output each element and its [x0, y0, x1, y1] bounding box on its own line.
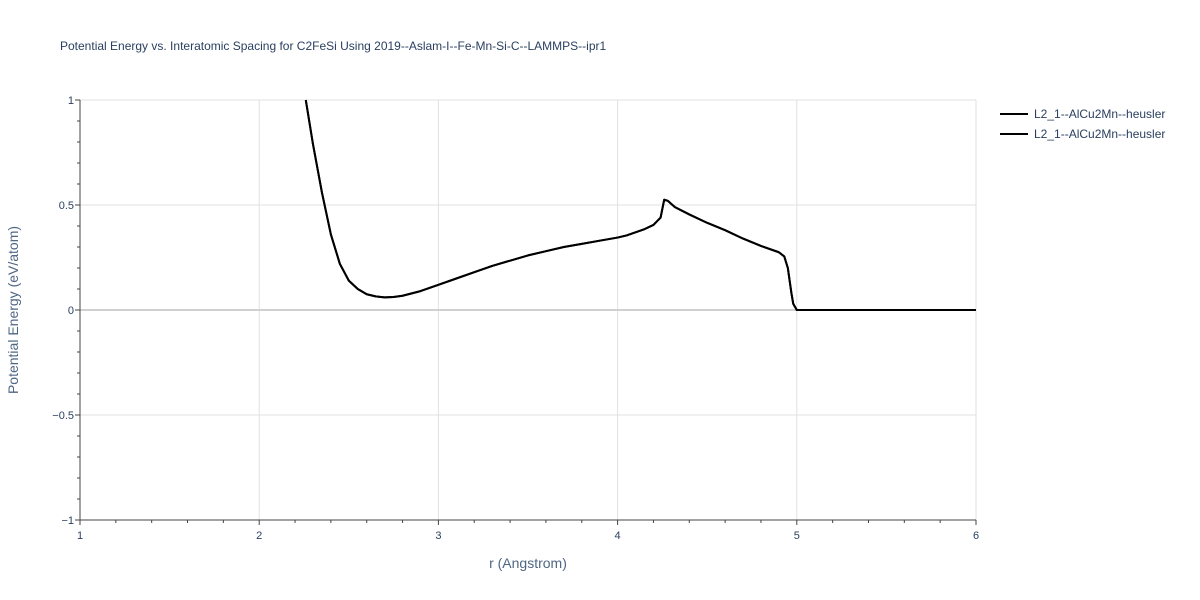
x-tick-label: 5 [794, 530, 800, 542]
x-tick-label: 1 [77, 530, 83, 542]
chart-title: Potential Energy vs. Interatomic Spacing… [60, 39, 606, 53]
x-tick-label: 3 [435, 530, 441, 542]
legend-label: L2_1--AlCu2Mn--heusler [1034, 127, 1165, 141]
y-axis-ticks: −1 −0.5 0 0.5 1 [52, 95, 74, 527]
x-tick-label: 2 [256, 530, 262, 542]
y-tick-label: 0 [68, 305, 74, 317]
x-axis-title: r (Angstrom) [489, 555, 567, 571]
legend-item[interactable]: L2_1--AlCu2Mn--heusler [1000, 107, 1165, 121]
legend-label: L2_1--AlCu2Mn--heusler [1034, 107, 1165, 121]
legend[interactable]: L2_1--AlCu2Mn--heusler L2_1--AlCu2Mn--heu… [1000, 107, 1165, 141]
x-tick-label: 4 [615, 530, 621, 542]
y-tick-label: 1 [68, 95, 74, 107]
series-line-2 [304, 99, 976, 311]
y-axis-title: Potential Energy (eV/atom) [5, 226, 21, 394]
y-tick-label: −1 [61, 515, 74, 527]
x-axis-ticks: 1 2 3 4 5 6 [77, 530, 979, 542]
x-tick-label: 6 [973, 530, 979, 542]
y-tick-label: −0.5 [52, 410, 74, 422]
y-tick-label: 0.5 [59, 200, 74, 212]
axes [75, 99, 977, 525]
plot-area [304, 99, 976, 311]
legend-item[interactable]: L2_1--AlCu2Mn--heusler [1000, 127, 1165, 141]
